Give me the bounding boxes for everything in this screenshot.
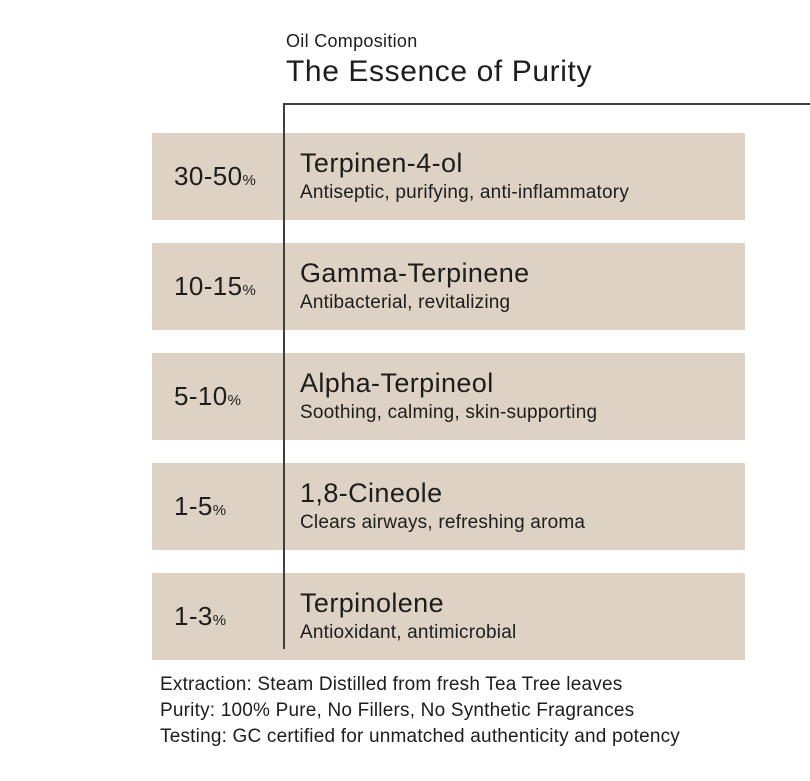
percent-symbol: % — [242, 282, 257, 299]
compound-description: Soothing, calming, skin-supporting — [300, 402, 598, 424]
percent-symbol: % — [242, 172, 257, 189]
percent-symbol: % — [212, 612, 227, 629]
compound-info: Terpinolene Antioxidant, antimicrobial — [284, 588, 745, 645]
composition-row-terpinolene: 1-3% Terpinolene Antioxidant, antimicrob… — [152, 573, 745, 660]
bracket-vertical-line — [283, 103, 285, 649]
extraction-detail: Extraction: Steam Distilled from fresh T… — [160, 674, 623, 695]
page-title: The Essence of Purity — [286, 55, 593, 88]
purity-detail: Purity: 100% Pure, No Fillers, No Synthe… — [160, 700, 635, 721]
compound-description: Antibacterial, revitalizing — [300, 292, 511, 314]
header-eyebrow: Oil Composition — [286, 31, 418, 51]
percent-value: 1-3 — [174, 601, 213, 631]
product-details: Extraction: Steam Distilled from fresh T… — [160, 672, 680, 750]
percent-value: 10-15 — [174, 271, 243, 301]
composition-row-terpinen-4-ol: 30-50% Terpinen-4-ol Antiseptic, purifyi… — [152, 133, 745, 220]
percent-range: 5-10% — [152, 381, 284, 412]
percent-symbol: % — [227, 392, 242, 409]
composition-row-alpha-terpineol: 5-10% Alpha-Terpineol Soothing, calming,… — [152, 353, 745, 440]
compound-name: Terpinolene — [300, 587, 445, 618]
compound-info: Alpha-Terpineol Soothing, calming, skin-… — [284, 368, 745, 425]
percent-range: 1-3% — [152, 601, 284, 632]
percent-range: 1-5% — [152, 491, 284, 522]
percent-symbol: % — [212, 502, 227, 519]
compound-description: Clears airways, refreshing aroma — [300, 512, 586, 534]
percent-range: 30-50% — [152, 161, 284, 192]
percent-value: 30-50 — [174, 161, 243, 191]
bracket-horizontal-line — [283, 103, 810, 105]
compound-name: Gamma-Terpinene — [300, 257, 530, 288]
percent-value: 5-10 — [174, 381, 228, 411]
compound-info: Terpinen-4-ol Antiseptic, purifying, ant… — [284, 148, 745, 205]
testing-detail: Testing: GC certified for unmatched auth… — [160, 726, 680, 747]
percent-range: 10-15% — [152, 271, 284, 302]
page-header: Oil Composition The Essence of Purity — [286, 31, 592, 89]
composition-row-gamma-terpinene: 10-15% Gamma-Terpinene Antibacterial, re… — [152, 243, 745, 330]
compound-name: Terpinen-4-ol — [300, 147, 463, 178]
compound-info: 1,8-Cineole Clears airways, refreshing a… — [284, 478, 745, 535]
percent-value: 1-5 — [174, 491, 213, 521]
compound-description: Antiseptic, purifying, anti-inflammatory — [300, 182, 630, 204]
compound-info: Gamma-Terpinene Antibacterial, revitaliz… — [284, 258, 745, 315]
compound-description: Antioxidant, antimicrobial — [300, 622, 517, 644]
compound-name: Alpha-Terpineol — [300, 367, 494, 398]
compound-name: 1,8-Cineole — [300, 477, 443, 508]
composition-row-18-cineole: 1-5% 1,8-Cineole Clears airways, refresh… — [152, 463, 745, 550]
